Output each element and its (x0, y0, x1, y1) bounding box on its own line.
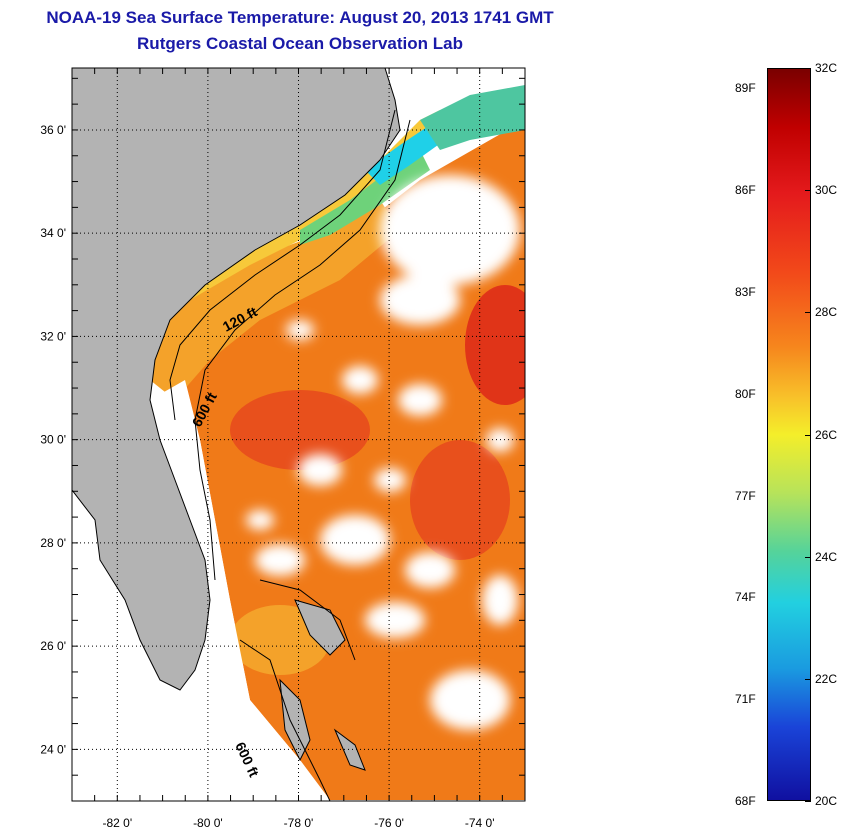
colorbar-tick (805, 68, 811, 69)
sst-cool-northeast (420, 85, 525, 150)
map-plot-area: 120 ft 600 ft 600 ft (72, 68, 525, 801)
colorbar-tick (805, 556, 811, 558)
lat-tick-label: 34 0' (40, 226, 66, 240)
lat-tick-label: 36 0' (40, 123, 66, 137)
colorbar-fahrenheit-label: 80F (735, 386, 756, 401)
lon-tick-label: -76 0' (374, 816, 404, 830)
colorbar-tick (805, 678, 811, 680)
lat-tick-label: 28 0' (40, 536, 66, 550)
colorbar-celsius-label: 20C (815, 794, 838, 808)
colorbar-fahrenheit-label: 83F (735, 284, 756, 299)
lat-tick-label: 24 0' (40, 742, 66, 756)
colorbar-fahrenheit-label: 68F (735, 794, 756, 808)
contour-120ft (169, 109, 396, 421)
sst-cold-patch (365, 125, 445, 185)
colorbar-tick (805, 801, 811, 802)
colorbar-tick (805, 190, 811, 192)
colorbar-fahrenheit-label: 77F (735, 488, 756, 503)
lat-tick-label: 30 0' (40, 433, 66, 447)
colorbar-celsius-label: 28C (815, 305, 838, 320)
graticule (71, 68, 526, 802)
colorbar-fahrenheit-label: 89F (735, 81, 756, 96)
axis-tick-labels: -82 0' -80 0' -78 0' -76 0' -74 0' 24 0' 26 0'… (40, 123, 494, 830)
colorbar-celsius-label: 26C (815, 427, 838, 442)
colorbar-fahrenheit-label: 86F (735, 183, 756, 198)
colorbar-celsius-label: 22C (815, 671, 838, 686)
depth-contours (169, 109, 411, 801)
map-subtitle: Rutgers Coastal Ocean Observation Lab (137, 34, 463, 53)
land-mass (72, 68, 401, 691)
contour-bank (259, 579, 356, 661)
lon-tick-label: -80 0' (193, 816, 223, 830)
contour-600ft-south (239, 639, 331, 801)
lat-tick-label: 32 0' (40, 329, 66, 343)
cloud-mask (246, 175, 520, 730)
colorbar-tick (805, 312, 811, 314)
contour-600ft (194, 119, 411, 581)
lon-tick-label: -78 0' (284, 816, 314, 830)
colorbar-celsius-label: 32C (815, 61, 838, 75)
lon-tick-label: -82 0' (102, 816, 132, 830)
lon-tick-label: -74 0' (465, 816, 495, 830)
colorbar-fahrenheit-label: 71F (735, 692, 756, 707)
map-frame (71, 67, 526, 802)
sst-hot-patch (410, 440, 510, 560)
colorbar-celsius-label: 24C (815, 549, 838, 564)
colorbar-tick (805, 434, 811, 436)
lat-tick-label: 26 0' (40, 639, 66, 653)
colorbar-fahrenheit-label: 74F (735, 590, 756, 605)
map-title: NOAA-19 Sea Surface Temperature: August … (46, 8, 554, 27)
sst-hot-patch (465, 285, 525, 405)
colorbar-celsius-label: 30C (815, 183, 838, 198)
sst-hot-patch (230, 390, 370, 470)
